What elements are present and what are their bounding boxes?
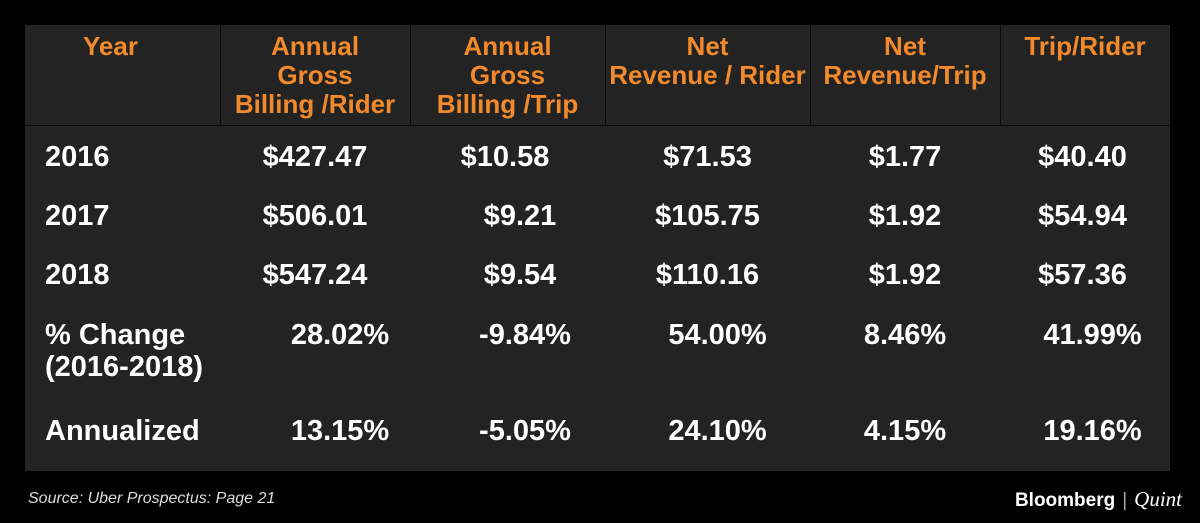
brand-separator: |: [1122, 490, 1128, 511]
row-label-2016: 2016: [45, 141, 110, 173]
header-year: Year: [83, 31, 138, 61]
table-cell: 28.02%: [290, 319, 390, 351]
table-cell: -5.05%: [479, 415, 571, 447]
table-cell: $54.94: [1038, 200, 1127, 232]
table-cell: $57.36: [1038, 259, 1127, 291]
row-label-percent-change: % Change (2016-2018): [45, 319, 203, 383]
table-cell: $1.92: [868, 200, 942, 232]
table-cell: $1.92: [868, 259, 942, 291]
header-trip-rider: Trip/Rider: [1024, 31, 1146, 61]
table-cell: $71.53: [663, 141, 752, 173]
brand-primary: Bloomberg: [1014, 490, 1116, 511]
table-cell: $110.16: [655, 259, 760, 291]
table-cell: 41.99%: [1043, 319, 1142, 351]
table-cell: 24.10%: [668, 415, 767, 447]
header-net-revenue-rider: Net Revenue / Rider: [609, 31, 806, 90]
header-divider: [25, 125, 1170, 126]
table-cell: 8.46%: [863, 319, 947, 351]
row-label-annualized: Annualized: [45, 415, 200, 447]
table-cell: 54.00%: [668, 319, 767, 351]
column-divider: [410, 25, 411, 126]
table-cell: 13.15%: [290, 415, 390, 447]
brand-logo: Bloomberg | Quint: [1015, 487, 1182, 512]
brand-secondary: Quint: [1134, 487, 1182, 511]
table-cell: $9.21: [483, 200, 557, 232]
column-divider: [605, 25, 606, 126]
table-cell: -9.84%: [479, 319, 571, 351]
table-cell: $427.47: [262, 141, 368, 173]
row-label-2018: 2018: [45, 259, 110, 291]
header-annual-gross-billing-trip: Annual Gross Billing /Trip: [436, 31, 579, 119]
table-cell: $10.58: [460, 141, 550, 173]
table-cell: $105.75: [655, 200, 760, 232]
table-cell: $40.40: [1038, 141, 1127, 173]
column-divider: [220, 25, 221, 126]
table-cell: 4.15%: [863, 415, 947, 447]
source-note: Source: Uber Prospectus: Page 21: [28, 490, 276, 507]
data-table: Year Annual Gross Billing /Rider Annual …: [25, 25, 1170, 471]
table-cell: $547.24: [262, 259, 368, 291]
table-cell: $1.77: [868, 141, 942, 173]
column-divider: [810, 25, 811, 126]
table-cell: 19.16%: [1043, 415, 1142, 447]
row-label-2017: 2017: [45, 200, 110, 232]
column-divider: [1000, 25, 1001, 126]
table-cell: $506.01: [262, 200, 368, 232]
table-cell: $9.54: [483, 259, 557, 291]
header-net-revenue-trip: Net Revenue/Trip: [823, 31, 987, 90]
header-annual-gross-billing-rider: Annual Gross Billing /Rider: [234, 31, 396, 119]
